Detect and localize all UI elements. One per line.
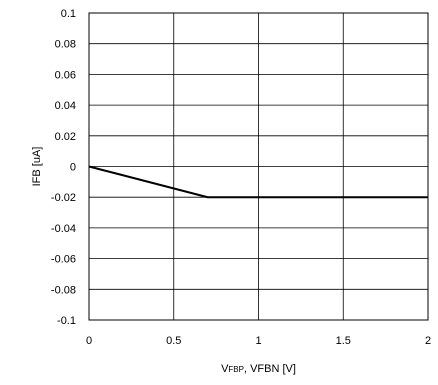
x-axis-label-subscript: FBP	[228, 365, 244, 374]
x-tick-label: 2	[425, 335, 431, 347]
y-tick-label: -0.06	[51, 254, 76, 266]
series-line	[88, 165, 428, 199]
y-tick-label: -0.04	[51, 223, 76, 235]
y-axis-label: IFB [uA]	[31, 147, 43, 187]
y-tick-label: -0.02	[51, 192, 76, 204]
x-tick-label: 0	[86, 335, 92, 347]
x-axis-label-prefix: V	[221, 363, 229, 375]
x-axis-label: VFBP, VFBN [V]	[221, 363, 296, 375]
y-tick-label: 0	[70, 162, 76, 174]
grid	[88, 12, 429, 321]
y-axis-ticks: 0.1 0.08 0.06 0.04 0.02 0 -0.02 -0.04 -0.06 -0.08…	[51, 8, 76, 327]
x-tick-label: 1	[255, 335, 261, 347]
y-tick-label: 0.04	[55, 100, 76, 112]
y-tick-label: -0.08	[51, 284, 76, 296]
x-tick-label: 1.5	[336, 335, 351, 347]
x-axis-ticks: 0 0.5 1 1.5 2	[86, 335, 431, 347]
y-tick-label: 0.06	[55, 69, 76, 81]
y-tick-label: 0.02	[55, 131, 76, 143]
y-tick-label: 0.1	[61, 8, 76, 20]
x-axis-label-suffix: , VFBN [V]	[244, 363, 296, 375]
y-tick-label: -0.1	[57, 315, 76, 327]
y-tick-label: 0.08	[55, 39, 76, 51]
series-layer	[88, 165, 428, 199]
x-tick-label: 0.5	[166, 335, 181, 347]
